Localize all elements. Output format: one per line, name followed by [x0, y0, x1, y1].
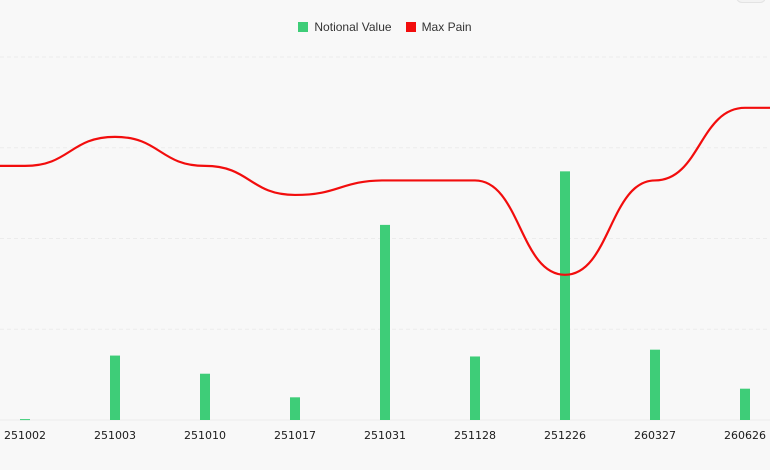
legend: Notional Value Max Pain: [0, 20, 770, 34]
notional-bar[interactable]: [200, 373, 210, 420]
notional-bar[interactable]: [740, 388, 750, 420]
notional-bar[interactable]: [380, 224, 390, 420]
notional-swatch: [298, 22, 309, 32]
notional-bar[interactable]: [110, 355, 120, 420]
legend-maxpain-label: Max Pain: [421, 20, 472, 34]
x-axis-ticks: 251002 251003 251010 251017 251031 251128 2512…: [4, 429, 766, 442]
legend-item-notional[interactable]: Notional Value: [298, 20, 392, 34]
maxpain-swatch: [405, 22, 416, 32]
x-tick-label: 251010: [184, 429, 226, 442]
x-tick-label: 251031: [364, 429, 406, 442]
notional-bars: [20, 171, 750, 421]
x-tick-label: 251128: [454, 429, 496, 442]
notional-bar[interactable]: [650, 349, 660, 420]
notional-bar[interactable]: [560, 171, 570, 420]
x-tick-label: 260327: [634, 429, 676, 442]
x-tick-label: 251002: [4, 429, 46, 442]
notional-bar[interactable]: [20, 419, 30, 421]
x-tick-label: 260626: [724, 429, 766, 442]
max-pain-line[interactable]: [0, 106, 770, 276]
legend-notional-label: Notional Value: [314, 20, 392, 34]
x-tick-label: 251017: [274, 429, 316, 442]
notional-bar[interactable]: [290, 397, 300, 420]
max-pain-line-group: [0, 106, 770, 276]
x-tick-label: 251003: [94, 429, 136, 442]
notional-bar[interactable]: [470, 356, 480, 420]
x-tick-label: 251226: [544, 429, 586, 442]
legend-item-maxpain[interactable]: Max Pain: [405, 20, 472, 34]
